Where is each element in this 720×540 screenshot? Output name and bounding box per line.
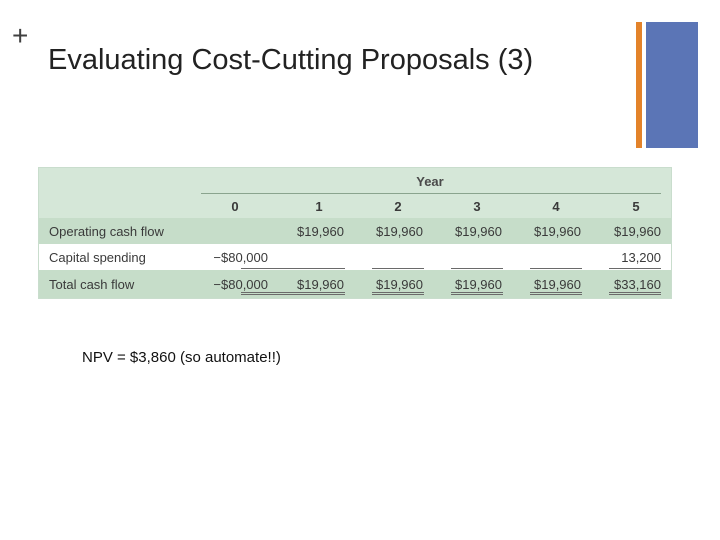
table-cell [430,244,502,270]
subtotal-underline [609,268,661,269]
table-row-capital-spending: Capital spending −$80,000 13,200 [39,244,671,270]
total-double-underline [609,292,661,295]
table-cell: $19,960 [614,223,661,239]
row-label: Total cash flow [49,276,135,292]
table-row-operating-cash-flow: Operating cash flow $19,960 $19,960 $19,… [39,218,671,244]
table-cell: $19,960 [534,223,581,239]
table-cell: $19,960 [376,276,423,292]
total-double-underline [530,292,582,295]
column-header-year-4: 4 [552,198,560,214]
table-cell [351,244,423,270]
blue-accent-bar [646,22,698,148]
subtotal-underline [372,268,424,269]
plus-icon: + [12,20,29,51]
row-label: Operating cash flow [49,223,164,239]
total-double-underline [451,292,503,295]
total-double-underline [293,292,345,295]
table-cell: $19,960 [455,276,502,292]
year-group-header: Year [416,174,444,189]
table-year-header-row: Year [39,168,671,194]
subtotal-underline [293,268,345,269]
column-header-year-1: 1 [315,198,323,214]
row-label: Capital spending [49,249,146,265]
column-header-year-0: 0 [231,198,239,214]
table-row-total-cash-flow: Total cash flow −$80,000 $19,960 $19,960… [39,270,671,298]
table-column-header-row: 0 1 2 3 4 5 [39,194,671,218]
table-cell [509,244,581,270]
npv-note: NPV = $3,860 (so automate!!) [82,349,281,366]
slide-title: Evaluating Cost-Cutting Proposals (3) [48,44,534,76]
table-cell: −$80,000 [213,249,268,265]
table-cell: $19,960 [297,223,344,239]
table-cell: $19,960 [376,223,423,239]
table-cell: 13,200 [621,249,661,265]
table-cell: $19,960 [534,276,581,292]
cash-flow-table: Year 0 1 2 3 4 5 Operating cash flow $19… [38,167,672,299]
table-cell: $33,160 [614,276,661,292]
total-double-underline [241,292,301,295]
subtotal-underline [241,268,301,269]
column-header-year-5: 5 [632,198,640,214]
table-cell: −$80,000 [213,276,268,292]
table-cell [196,218,268,244]
column-header-year-3: 3 [473,198,481,214]
table-cell: $19,960 [297,276,344,292]
orange-accent-bar [636,22,642,148]
table-cell [272,244,344,270]
table-cell: $19,960 [455,223,502,239]
subtotal-underline [530,268,582,269]
year-header-rule [201,193,661,194]
total-double-underline [372,292,424,295]
column-header-year-2: 2 [394,198,402,214]
subtotal-underline [451,268,503,269]
